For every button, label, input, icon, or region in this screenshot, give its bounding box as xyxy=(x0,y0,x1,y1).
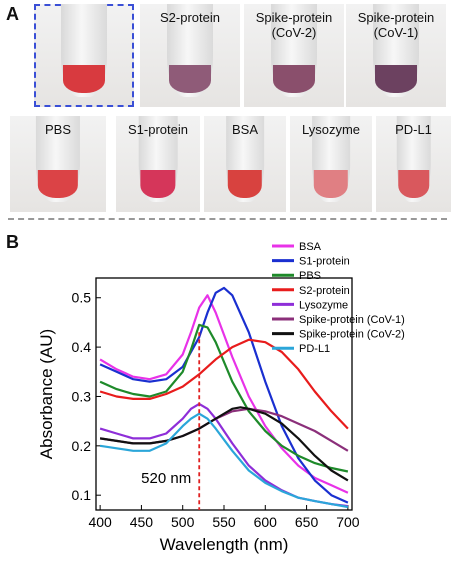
series-line-3 xyxy=(99,323,349,473)
y-tick-label: 0.4 xyxy=(72,339,92,355)
x-axis-label: Wavelength (nm) xyxy=(160,535,289,554)
legend-label: S2-protein xyxy=(299,285,350,297)
tube-row1-1 xyxy=(34,4,134,107)
y-tick-label: 0.2 xyxy=(72,438,92,454)
y-tick-label: 0.3 xyxy=(72,388,92,404)
tube-label: Spike-protein (CoV-1) xyxy=(357,10,435,40)
y-tick-label: 0.1 xyxy=(72,487,92,503)
tube-label: BSA xyxy=(231,122,258,137)
tube-liquid xyxy=(227,170,263,198)
tube-label: PD-L1 xyxy=(395,122,432,137)
y-tick-label: 0.5 xyxy=(72,290,92,306)
tube-liquid xyxy=(375,65,417,93)
series-line-4 xyxy=(99,338,349,430)
legend-label: Spike-protein (CoV-1) xyxy=(299,314,405,326)
tube-row2-2: S1-protein xyxy=(116,116,200,212)
tube-label: Lysozyme xyxy=(301,122,361,137)
tube-label: PBS xyxy=(44,122,71,137)
tube-liquid xyxy=(273,65,315,93)
legend-label: Spike-protein (CoV-2) xyxy=(299,329,405,341)
tube-row1-2: S2-protein xyxy=(140,4,240,107)
tube-label: S1-protein xyxy=(128,122,188,137)
series-line-7 xyxy=(99,406,349,482)
tube-row2-1: PBS xyxy=(10,116,106,212)
legend-label: BSA xyxy=(299,241,322,253)
x-tick-label: 500 xyxy=(171,514,195,530)
x-tick-label: 650 xyxy=(295,514,319,530)
tube-row1-4: Spike-protein (CoV-1) xyxy=(346,4,446,107)
tube-row2-4: Lysozyme xyxy=(290,116,372,212)
tube-row1-3: Spike-protein (CoV-2) xyxy=(244,4,344,107)
tube-label: Spike-protein (CoV-2) xyxy=(255,10,333,40)
absorbance-chart: 400 450 500 550 600 650 700 0.1 0.2 0.3 0.4 0.5 Wave… xyxy=(37,241,405,554)
tube-liquid xyxy=(313,170,349,198)
tube-liquid xyxy=(169,65,211,93)
series-line-8 xyxy=(99,412,349,509)
tube-liquid xyxy=(37,170,79,198)
x-tick-label: 550 xyxy=(212,514,236,530)
legend-label: PD-L1 xyxy=(299,343,330,355)
x-tick-label: 700 xyxy=(336,514,360,530)
x-tick-label: 400 xyxy=(88,514,112,530)
tube-row2-3: BSA xyxy=(204,116,286,212)
tube-row2-5: PD-L1 xyxy=(376,116,451,212)
series-line-5 xyxy=(99,402,349,508)
series-line-2 xyxy=(99,286,349,504)
tube-liquid xyxy=(63,65,105,93)
legend-label: Lysozyme xyxy=(299,299,348,311)
x-tick-label: 450 xyxy=(130,514,154,530)
legend-label: PBS xyxy=(299,270,321,282)
x-tick-label: 600 xyxy=(254,514,278,530)
tube-liquid xyxy=(397,170,430,198)
annotation-label: 520 nm xyxy=(141,470,191,487)
y-axis-label: Absorbance (AU) xyxy=(37,329,56,459)
panel-divider xyxy=(8,218,447,220)
panel-b-letter: B xyxy=(6,232,19,252)
legend-label: S1-protein xyxy=(299,256,350,268)
tube-liquid xyxy=(140,170,176,198)
panel-a-letter: A xyxy=(6,4,19,24)
tube-label: S2-protein xyxy=(160,10,220,25)
